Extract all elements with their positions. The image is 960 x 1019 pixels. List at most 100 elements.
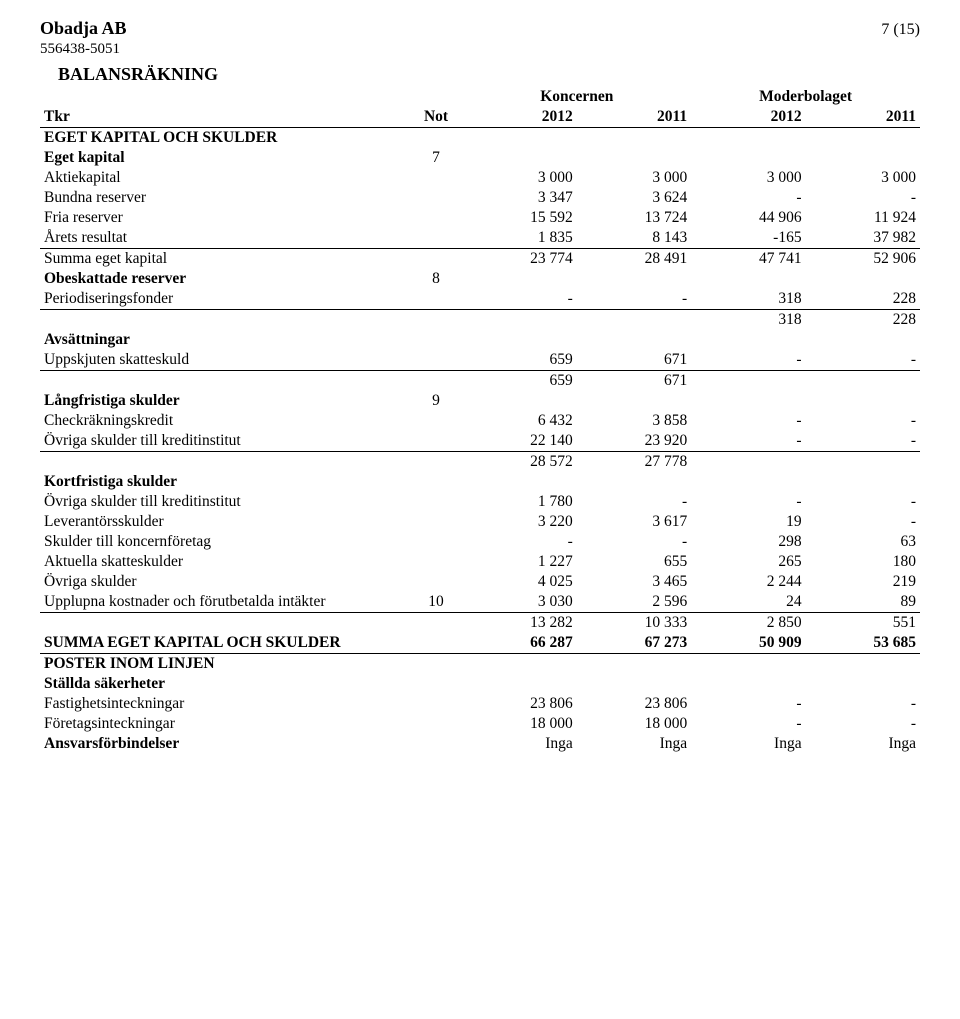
row-obeskattade-header: Obeskattade reserver 8 [40, 269, 920, 289]
note-ref: 8 [410, 269, 463, 289]
row-label: Fastighetsinteckningar [40, 694, 410, 714]
row-label: Skulder till koncernföretag [40, 532, 410, 552]
cell: 298 [691, 532, 805, 552]
row-kortfristiga-sum: 13 282 10 333 2 850 551 [40, 613, 920, 634]
cell: 228 [806, 289, 920, 310]
cell: Inga [691, 734, 805, 754]
cell: 265 [691, 552, 805, 572]
cell: 3 624 [577, 188, 691, 208]
cell: 27 778 [577, 452, 691, 473]
cell: 15 592 [462, 208, 576, 228]
cell: - [806, 492, 920, 512]
row-langfristiga-header: Långfristiga skulder 9 [40, 391, 920, 411]
row-fastighetsinteckningar: Fastighetsinteckningar 23 806 23 806 - - [40, 694, 920, 714]
cell: - [691, 492, 805, 512]
row-ovriga-kreditinstitut-kort: Övriga skulder till kreditinstitut 1 780… [40, 492, 920, 512]
org-number: 556438-5051 [40, 41, 920, 58]
cell [691, 371, 805, 392]
cell: 2 596 [577, 592, 691, 613]
row-poster-inom-linjen: POSTER INOM LINJEN [40, 654, 920, 675]
cell: 28 572 [462, 452, 576, 473]
cell: - [577, 532, 691, 552]
company-name: Obadja AB [40, 18, 127, 39]
cell: - [806, 431, 920, 452]
cell: 3 347 [462, 188, 576, 208]
cell: 23 806 [462, 694, 576, 714]
cell: - [806, 188, 920, 208]
cell: 66 287 [462, 633, 576, 654]
row-avsattningar-sum: 659 671 [40, 371, 920, 392]
row-label: Företagsinteckningar [40, 714, 410, 734]
row-summa-total: SUMMA EGET KAPITAL OCH SKULDER 66 287 67… [40, 633, 920, 654]
cell: 1 227 [462, 552, 576, 572]
cell: 219 [806, 572, 920, 592]
col-not: Not [410, 107, 463, 128]
row-eget-kapital-header: Eget kapital 7 [40, 148, 920, 168]
cell: 659 [462, 350, 576, 371]
section-eget-kapital-skulder: EGET KAPITAL OCH SKULDER [40, 128, 920, 149]
cell: 3 000 [691, 168, 805, 188]
cell: - [806, 350, 920, 371]
cell: 8 143 [577, 228, 691, 249]
cell: 2 850 [691, 613, 805, 634]
cell: 1 835 [462, 228, 576, 249]
cell: 3 465 [577, 572, 691, 592]
cell: Inga [462, 734, 576, 754]
cell: - [806, 694, 920, 714]
cell: 671 [577, 350, 691, 371]
note-ref: 7 [410, 148, 463, 168]
cell [806, 452, 920, 473]
cell: 22 140 [462, 431, 576, 452]
cell: - [691, 411, 805, 431]
col-group-koncernen: Koncernen [462, 87, 691, 107]
cell: 3 220 [462, 512, 576, 532]
row-avsattningar-header: Avsättningar [40, 330, 920, 350]
subsection-title: Kortfristiga skulder [40, 472, 410, 492]
cell: 52 906 [806, 249, 920, 270]
col-year-1: 2012 [462, 107, 576, 128]
cell: - [691, 694, 805, 714]
row-label: Aktiekapital [40, 168, 410, 188]
cell: - [806, 512, 920, 532]
cell: - [806, 411, 920, 431]
row-label: Periodiseringsfonder [40, 289, 410, 310]
cell: 50 909 [691, 633, 805, 654]
row-bundna-reserver: Bundna reserver 3 347 3 624 - - [40, 188, 920, 208]
cell: 28 491 [577, 249, 691, 270]
row-label: Ansvarsförbindelser [40, 734, 410, 754]
column-header-row: Tkr Not 2012 2011 2012 2011 [40, 107, 920, 128]
row-summa-eget-kapital: Summa eget kapital 23 774 28 491 47 741 … [40, 249, 920, 270]
cell: 13 724 [577, 208, 691, 228]
row-label: Bundna reserver [40, 188, 410, 208]
cell: 18 000 [577, 714, 691, 734]
cell: 44 906 [691, 208, 805, 228]
cell [806, 371, 920, 392]
row-obeskattade-sum: 318 228 [40, 310, 920, 331]
row-kortfristiga-header: Kortfristiga skulder [40, 472, 920, 492]
cell: 11 924 [806, 208, 920, 228]
row-ansvarsforbindelser: Ansvarsförbindelser Inga Inga Inga Inga [40, 734, 920, 754]
col-tkr: Tkr [40, 107, 410, 128]
cell: 1 780 [462, 492, 576, 512]
row-langfristiga-sum: 28 572 27 778 [40, 452, 920, 473]
cell: 4 025 [462, 572, 576, 592]
cell: - [691, 188, 805, 208]
section-title: POSTER INOM LINJEN [40, 654, 410, 675]
note-ref: 10 [410, 592, 463, 613]
col-year-3: 2012 [691, 107, 805, 128]
cell: - [691, 350, 805, 371]
cell: 23 774 [462, 249, 576, 270]
cell: 53 685 [806, 633, 920, 654]
cell: 23 920 [577, 431, 691, 452]
cell: 19 [691, 512, 805, 532]
cell: - [691, 431, 805, 452]
row-foretagsinteckningar: Företagsinteckningar 18 000 18 000 - - [40, 714, 920, 734]
cell: 89 [806, 592, 920, 613]
row-uppskjuten-skatteskuld: Uppskjuten skatteskuld 659 671 - - [40, 350, 920, 371]
col-group-moderbolaget: Moderbolaget [691, 87, 920, 107]
row-ovriga-kreditinstitut-lang: Övriga skulder till kreditinstitut 22 14… [40, 431, 920, 452]
cell: 318 [691, 310, 805, 331]
cell: 2 244 [691, 572, 805, 592]
cell: 671 [577, 371, 691, 392]
subsection-title: Avsättningar [40, 330, 410, 350]
